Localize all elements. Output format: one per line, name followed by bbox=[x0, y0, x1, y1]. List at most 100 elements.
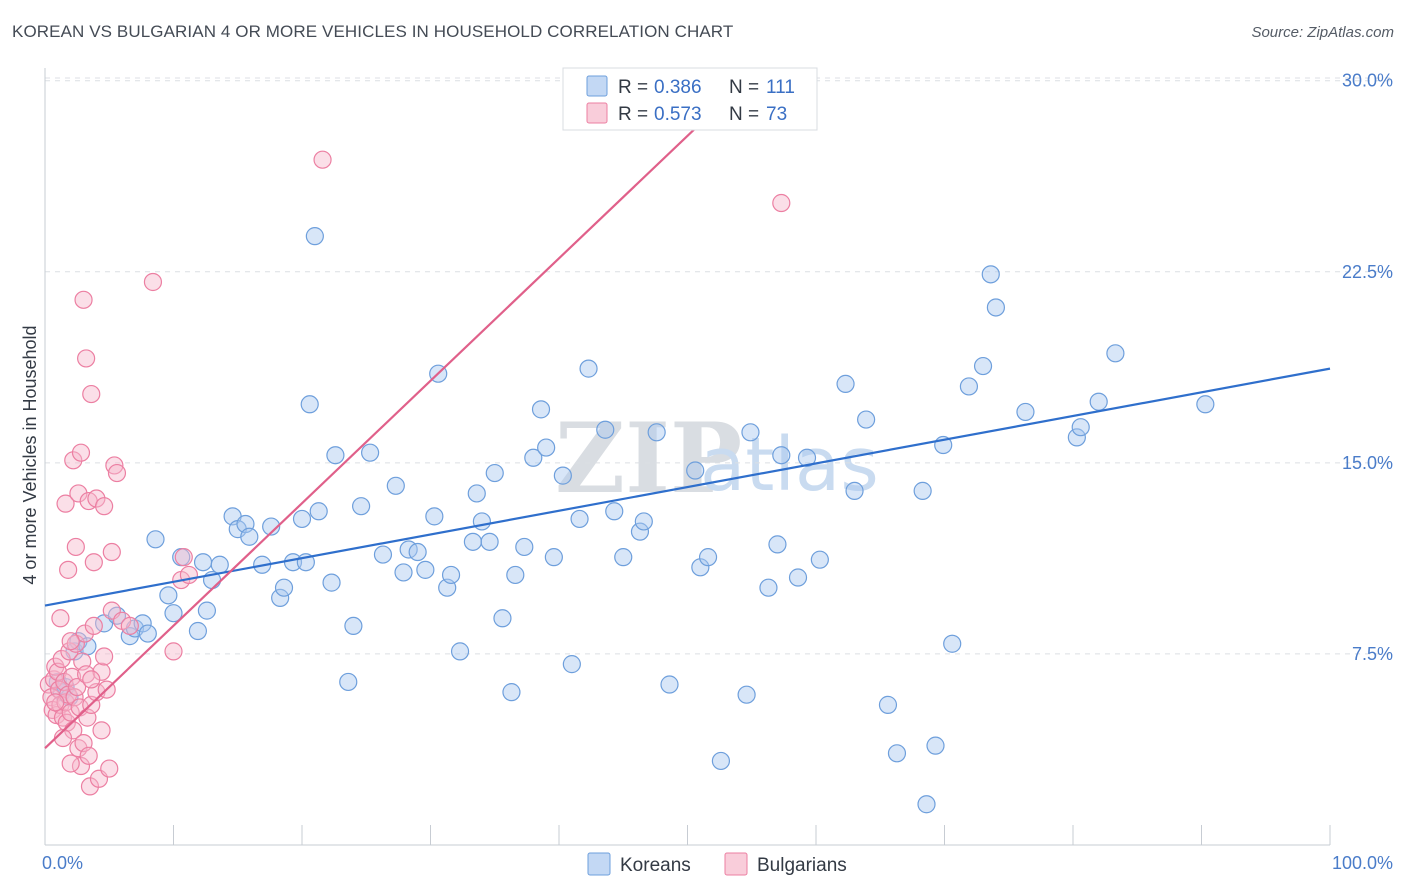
bulgarian-point-49 bbox=[77, 349, 96, 368]
legend-n-value-koreans: 111 bbox=[766, 77, 795, 98]
watermark-atlas: atlas bbox=[700, 422, 879, 508]
korean-point-83 bbox=[759, 578, 778, 597]
korean-point-105 bbox=[1089, 392, 1108, 411]
bulgarian-point-20 bbox=[66, 634, 85, 653]
korean-point-54 bbox=[472, 512, 491, 531]
korean-point-110 bbox=[305, 227, 324, 246]
bulgarian-point-53 bbox=[87, 489, 106, 508]
korean-point-39 bbox=[352, 497, 371, 516]
bulgarian-point-43 bbox=[59, 560, 78, 579]
series-legend-swatch-bulgarians bbox=[724, 852, 748, 876]
korean-point-15 bbox=[164, 604, 183, 623]
korean-point-100 bbox=[973, 356, 993, 376]
korean-point-37 bbox=[339, 672, 358, 692]
chart-source: Source: ZipAtlas.com bbox=[1251, 24, 1394, 41]
bulgarian-point-33 bbox=[84, 616, 103, 636]
korean-point-52 bbox=[463, 532, 483, 551]
bulgarian-point-17 bbox=[62, 667, 82, 686]
korean-point-18 bbox=[193, 553, 213, 572]
bulgarian-point-54 bbox=[95, 497, 114, 516]
korean-point-19 bbox=[197, 601, 217, 620]
korean-point-61 bbox=[524, 448, 543, 467]
y-tick-label-2: 22.5% bbox=[1342, 262, 1393, 282]
korean-point-89 bbox=[836, 374, 855, 393]
bulgarian-point-51 bbox=[82, 384, 101, 404]
korean-point-47 bbox=[425, 507, 444, 526]
korean-point-74 bbox=[647, 423, 666, 442]
bulgarian-point-37 bbox=[95, 647, 114, 666]
bulgarian-point-67 bbox=[61, 632, 80, 651]
korean-point-73 bbox=[634, 512, 653, 531]
korean-point-27 bbox=[262, 517, 281, 536]
korean-point-51 bbox=[450, 642, 470, 661]
x-tick-label-1: 100.0% bbox=[1332, 853, 1393, 873]
korean-point-80 bbox=[711, 751, 731, 771]
bulgarian-point-57 bbox=[107, 463, 127, 483]
series-legend-label-koreans: Koreans bbox=[620, 855, 691, 876]
bulgarian-trendline bbox=[44, 79, 747, 749]
korean-point-65 bbox=[553, 466, 572, 485]
korean-point-101 bbox=[981, 265, 1000, 284]
korean-point-50 bbox=[441, 565, 461, 585]
y-axis-title: 4 or more Vehicles in Household bbox=[20, 325, 40, 584]
bulgarian-point-46 bbox=[69, 484, 88, 503]
korean-point-71 bbox=[614, 548, 633, 567]
bulgarian-point-16 bbox=[61, 703, 80, 722]
legend-n-label-koreans: N = bbox=[729, 77, 759, 98]
series-legend-label-bulgarians: Bulgarians bbox=[757, 855, 847, 876]
korean-point-79 bbox=[698, 548, 718, 567]
bulgarian-point-21 bbox=[68, 677, 87, 697]
legend-r-label-bulgarians: R = bbox=[618, 104, 648, 125]
bulgarian-point-66 bbox=[772, 193, 791, 213]
legend-swatch-koreans bbox=[586, 75, 608, 97]
korean-point-41 bbox=[373, 545, 393, 564]
bulgarian-point-59 bbox=[120, 616, 139, 636]
korean-point-75 bbox=[660, 675, 679, 694]
korean-point-8 bbox=[107, 606, 127, 625]
korean-point-91 bbox=[857, 410, 876, 429]
korean-point-84 bbox=[768, 535, 787, 554]
korean-point-109 bbox=[1071, 418, 1090, 437]
korean-point-104 bbox=[1067, 428, 1086, 447]
korean-point-42 bbox=[386, 476, 405, 495]
korean-point-31 bbox=[292, 509, 312, 529]
korean-point-58 bbox=[502, 683, 521, 702]
bulgarian-point-48 bbox=[74, 290, 93, 309]
korean-point-77 bbox=[686, 461, 705, 480]
trendlines bbox=[44, 79, 1331, 749]
korean-point-55 bbox=[480, 532, 499, 551]
korean-point-28 bbox=[271, 588, 290, 607]
korean-trendline bbox=[44, 367, 1331, 607]
korean-point-59 bbox=[506, 565, 525, 585]
bulgarian-point-44 bbox=[64, 451, 83, 470]
korean-point-46 bbox=[416, 560, 435, 579]
korean-point-86 bbox=[788, 568, 808, 587]
korean-point-90 bbox=[845, 481, 864, 500]
x-tick-label-0: 0.0% bbox=[42, 853, 83, 873]
korean-point-69 bbox=[596, 420, 615, 439]
bulgarian-point-47 bbox=[71, 443, 91, 462]
korean-point-53 bbox=[467, 484, 486, 503]
korean-point-67 bbox=[570, 509, 589, 529]
bulgarian-point-9 bbox=[52, 649, 71, 669]
korean-point-12 bbox=[138, 624, 157, 643]
legend-r-value-bulgarians: 0.573 bbox=[654, 104, 702, 125]
series-legend-swatch-koreans bbox=[587, 852, 611, 876]
korean-point-82 bbox=[741, 423, 760, 442]
korean-point-17 bbox=[188, 621, 208, 641]
korean-point-56 bbox=[485, 463, 504, 483]
bulgarian-point-52 bbox=[84, 553, 103, 572]
x-tick-labels: 0.0% 100.0% bbox=[42, 853, 1393, 873]
y-tick-label-3: 30.0% bbox=[1342, 71, 1393, 91]
watermark-zip: ZIP bbox=[555, 402, 742, 515]
stats-legend: R = 0.386 N = 111 R = 0.573 N = 73 bbox=[562, 67, 818, 131]
korean-point-63 bbox=[537, 438, 556, 457]
korean-point-62 bbox=[531, 400, 551, 419]
korean-point-60 bbox=[515, 537, 534, 557]
legend-r-value-koreans: 0.386 bbox=[654, 77, 702, 98]
bulgarian-point-41 bbox=[51, 609, 70, 628]
bulgarian-point-36 bbox=[92, 662, 111, 681]
bulgarian-point-13 bbox=[57, 713, 76, 732]
korean-point-96 bbox=[926, 736, 945, 755]
korean-point-43 bbox=[394, 563, 413, 582]
